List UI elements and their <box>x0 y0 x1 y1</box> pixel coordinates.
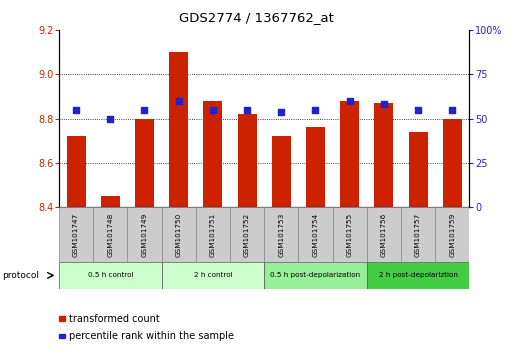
Point <box>311 107 320 113</box>
Point <box>174 98 183 104</box>
Text: GSM101755: GSM101755 <box>347 212 353 257</box>
Text: GSM101759: GSM101759 <box>449 212 456 257</box>
Text: GSM101751: GSM101751 <box>210 212 216 257</box>
Point <box>72 107 80 113</box>
Bar <box>299 207 332 262</box>
Text: GSM101753: GSM101753 <box>278 212 284 257</box>
Point <box>243 107 251 113</box>
Bar <box>272 136 291 207</box>
Bar <box>59 207 93 262</box>
Point <box>380 102 388 107</box>
Text: GSM101748: GSM101748 <box>107 212 113 257</box>
Bar <box>162 207 196 262</box>
Text: GSM101749: GSM101749 <box>142 212 148 257</box>
Bar <box>169 52 188 207</box>
Bar <box>367 207 401 262</box>
Bar <box>264 262 367 289</box>
Bar <box>162 262 264 289</box>
Text: percentile rank within the sample: percentile rank within the sample <box>69 331 234 341</box>
Text: 2 h post-depolariztion: 2 h post-depolariztion <box>379 272 458 278</box>
Bar <box>93 207 127 262</box>
Bar <box>435 207 469 262</box>
Bar <box>135 119 154 207</box>
Bar <box>230 207 264 262</box>
Text: protocol: protocol <box>3 271 40 280</box>
Bar <box>59 262 162 289</box>
Bar <box>101 196 120 207</box>
Bar <box>367 262 469 289</box>
Text: GSM101754: GSM101754 <box>312 212 319 257</box>
Text: GSM101750: GSM101750 <box>175 212 182 257</box>
Bar <box>59 334 65 338</box>
Bar <box>340 101 359 207</box>
Text: 2 h control: 2 h control <box>193 272 232 278</box>
Bar <box>374 103 393 207</box>
Text: 0.5 h post-depolarization: 0.5 h post-depolarization <box>270 272 361 278</box>
Point <box>414 107 422 113</box>
Text: GSM101747: GSM101747 <box>73 212 79 257</box>
Text: GSM101756: GSM101756 <box>381 212 387 257</box>
Bar <box>264 207 299 262</box>
Bar <box>401 207 435 262</box>
Point <box>141 107 149 113</box>
Point <box>448 107 457 113</box>
Bar <box>67 136 86 207</box>
Text: GSM101752: GSM101752 <box>244 212 250 257</box>
Bar <box>443 119 462 207</box>
Point <box>209 107 217 113</box>
Point <box>346 98 354 104</box>
Bar <box>204 101 222 207</box>
Bar <box>127 207 162 262</box>
Point <box>106 116 114 121</box>
Bar <box>332 207 367 262</box>
Text: transformed count: transformed count <box>69 314 160 324</box>
Text: 0.5 h control: 0.5 h control <box>88 272 133 278</box>
Bar <box>306 127 325 207</box>
Bar <box>409 132 427 207</box>
Bar <box>196 207 230 262</box>
Text: GDS2774 / 1367762_at: GDS2774 / 1367762_at <box>179 11 334 24</box>
Bar <box>238 114 256 207</box>
Text: GSM101757: GSM101757 <box>415 212 421 257</box>
Bar <box>59 316 65 321</box>
Point <box>277 109 285 114</box>
